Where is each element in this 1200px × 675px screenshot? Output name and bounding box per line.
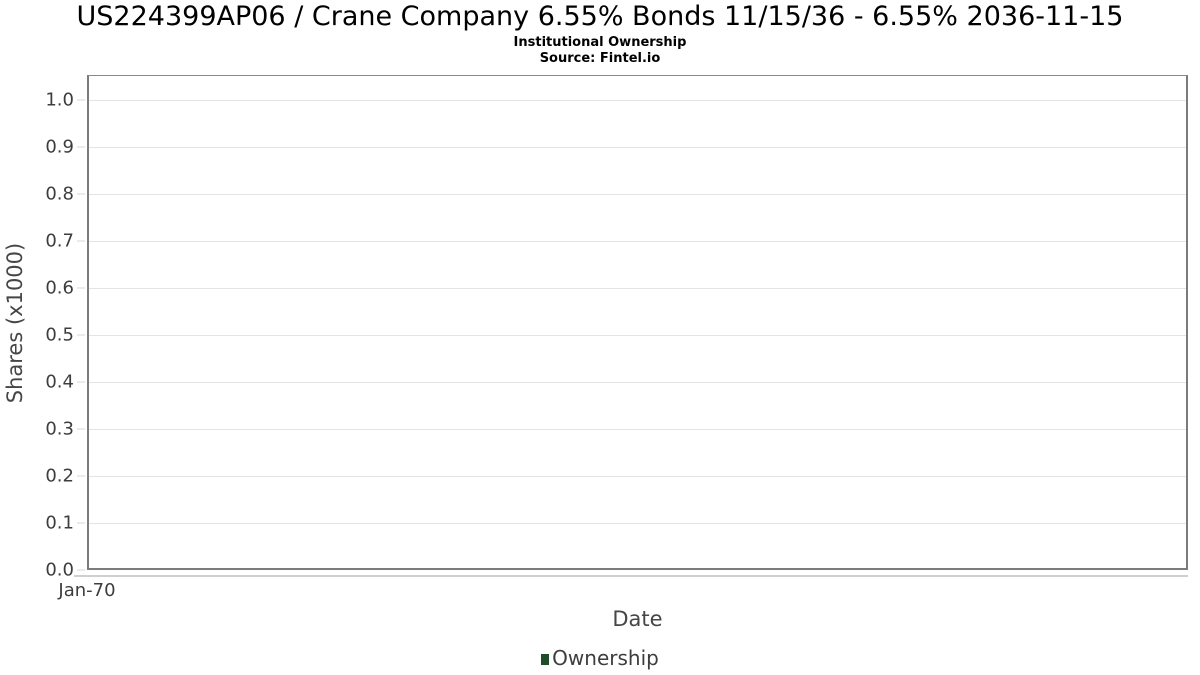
y-tick-label: 1.0 (45, 89, 74, 111)
gridline-y (89, 381, 1186, 383)
x-axis-minor-ticks-line (74, 575, 1188, 577)
y-tick-mark (77, 287, 85, 289)
y-tick-label: 0.8 (45, 183, 74, 205)
y-tick-mark (77, 334, 85, 336)
y-axis-label-wrap: Shares (x1000) (3, 223, 27, 423)
chart-title: US224399AP06 / Crane Company 6.55% Bonds… (76, 1, 1124, 32)
gridline-y (89, 146, 1186, 148)
x-axis-label: Date (612, 607, 663, 631)
gridline-y (89, 193, 1186, 195)
y-tick-mark (77, 381, 85, 383)
y-tick-mark (77, 522, 85, 524)
y-tick-label: 0.5 (45, 324, 74, 346)
y-tick-mark (77, 99, 85, 101)
gridline-y (89, 428, 1186, 430)
gridline-y (89, 287, 1186, 289)
gridline-y (89, 334, 1186, 336)
y-tick-mark (77, 193, 85, 195)
y-tick-label: 0.4 (45, 371, 74, 393)
y-tick-mark (77, 146, 85, 148)
x-tick-label-jan-70: Jan-70 (58, 580, 116, 601)
y-tick-mark (77, 240, 85, 242)
y-tick-label: 0.0 (45, 559, 74, 581)
y-tick-label: 0.6 (45, 277, 74, 299)
gridline-y (89, 475, 1186, 477)
gridline-y (89, 99, 1186, 101)
y-tick-mark (77, 428, 85, 430)
y-tick-mark (77, 569, 85, 571)
legend-swatch-ownership (541, 653, 550, 665)
y-tick-label: 0.7 (45, 230, 74, 252)
plot-area (87, 75, 1188, 570)
chart-subtitle: Institutional Ownership (513, 35, 687, 50)
legend: Ownership (0, 645, 1200, 671)
y-tick-label: 0.2 (45, 465, 74, 487)
y-tick-label: 0.3 (45, 418, 74, 440)
y-tick-label: 0.9 (45, 136, 74, 158)
y-tick-label: 0.1 (45, 512, 74, 534)
gridline-y (89, 522, 1186, 524)
chart-source-label: Source: Fintel.io (539, 51, 661, 66)
gridline-y (89, 240, 1186, 242)
y-axis-label: Shares (x1000) (3, 242, 27, 404)
legend-label-ownership: Ownership (552, 646, 659, 670)
y-tick-mark (77, 475, 85, 477)
